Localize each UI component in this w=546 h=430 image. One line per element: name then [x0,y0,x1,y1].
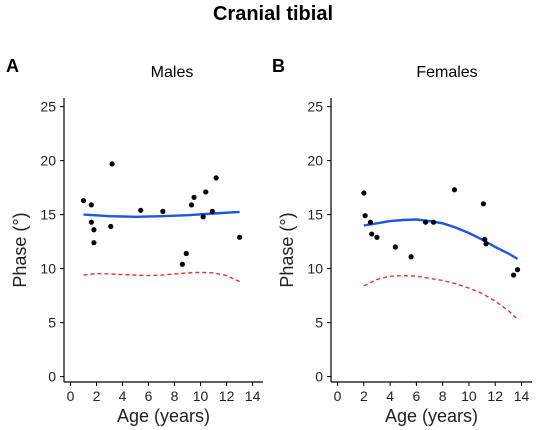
panel-b-y-tick-label: 25 [307,99,323,115]
panel-b-data-point [392,244,398,250]
panel-a-y-tick-label: 25 [40,99,56,115]
panel-b-y-tick-label: 15 [307,207,323,223]
panel-a-data-point [200,214,206,220]
panel-a-y-tick-label: 20 [40,153,56,169]
panel-a-data-point [188,202,195,208]
panel-b-fit-line [363,218,519,260]
panel-b-data-point [408,254,414,260]
panel-a-data-point [213,175,219,181]
panel-letter-b: B [272,56,285,76]
panel-b-data-point [514,267,521,273]
panel-a-x-tick-label: 2 [93,388,101,404]
panel-a-y-tick-label: 10 [40,261,56,277]
panel-a-y-tick-label: 15 [40,207,56,223]
panel-a-x-tick-label: 0 [67,388,75,404]
panel-a-x-tick-label: 8 [171,388,179,404]
panel-a-y-tick-label: 0 [48,369,56,385]
panel-b-y-tick-label: 0 [315,369,323,385]
panel-b-x-axis-label: Age (years) [385,406,478,426]
figure-title: Cranial tibial [213,3,333,25]
panel-a-x-tick-label: 4 [119,388,127,404]
panel-a-subtitle: Males [151,64,194,81]
panel-b-data-point [362,213,368,219]
panel-b-data-point [451,187,458,193]
panel-b-data-point [374,234,380,240]
panel-b-x-tick-label: 6 [412,388,420,404]
panel-a-x-axis-label: Age (years) [117,406,210,426]
panel-b-data-point [511,272,517,278]
panel-b-x-tick-label: 2 [360,388,368,404]
panel-b-y-axis-label: Phase (°) [277,212,297,287]
panel-b-data-point [482,236,488,243]
panel-a-data-point [236,234,243,240]
panel-a-y-tick-label: 5 [48,315,56,331]
panel-a-data-point [160,208,166,214]
panel-a-data-point [91,227,97,233]
panel-a-data-point [179,261,185,267]
panel-a-data-point [108,223,114,230]
panel-b-x-tick-label: 8 [439,388,447,404]
panel-a-data-point [88,202,94,208]
panel-a-data-point [183,250,189,257]
panel-letter-a: A [6,56,19,76]
panel-a-x-tick-label: 6 [145,388,153,404]
panel-b-data-point [422,219,429,225]
panel-b-x-tick-label: 12 [487,388,503,404]
panel-a-data-point [88,219,94,225]
panel-b-y-tick-label: 20 [307,153,323,169]
panel-b-x-tick-label: 10 [461,388,477,404]
panel-b-data-point [483,241,489,247]
panel-a-data-point [138,207,144,213]
panel-a-data-point [80,197,87,204]
panel-b-y-tick-label: 5 [315,315,323,331]
panel-b-data-point [480,201,486,207]
panel-a-lower-dashed-line [83,271,240,283]
panel-b-x-tick-label: 4 [386,388,394,404]
panel-b-x-tick-label: 0 [334,388,342,404]
panel-a-data-point [91,240,97,246]
panel-a-data-point [191,194,197,200]
panel-a-data-point [109,161,115,167]
panel-b-data-point [361,190,367,196]
panel-b-x-tick-label: 14 [514,388,530,404]
panel-a-data-point [209,208,215,214]
panel-a-data-point [203,189,209,195]
panel-a-x-tick-label: 14 [245,388,261,404]
panel-b-subtitle: Females [416,64,477,81]
panel-b-data-point [430,219,437,225]
panel-a-y-axis-label: Phase (°) [10,212,30,287]
panel-b-lower-dashed-line [363,274,518,320]
panel-b-y-tick-label: 10 [307,261,323,277]
panel-b-data-point [367,219,374,225]
panel-a-x-tick-label: 12 [219,388,235,404]
panel-a-x-tick-label: 10 [193,388,209,404]
panel-b-data-point [369,231,375,237]
panel-b: B Females 0 2 4 6 8 10 12 14 0 5 10 15 20 25 Age (year… [272,56,532,426]
panel-a: A Males 0 2 4 6 8 10 12 14 0 5 10 15 20 25 Age (years)… [6,56,263,426]
